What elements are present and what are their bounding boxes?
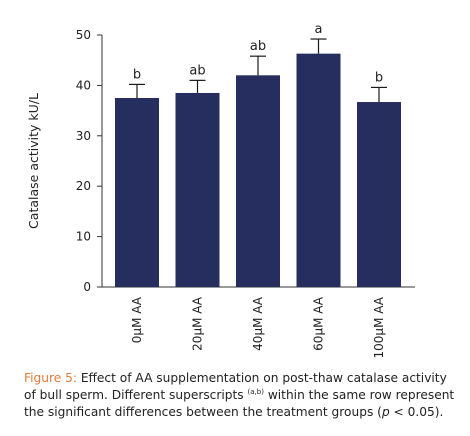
y-tick-label: 20: [76, 179, 91, 193]
category-label: 40μM AA: [251, 296, 265, 351]
category-label: 60μM AA: [312, 296, 326, 351]
bar: [115, 98, 159, 287]
figure-label: Figure 5:: [24, 371, 77, 385]
significance-label: b: [133, 67, 141, 82]
significance-label: a: [315, 22, 323, 37]
bar: [175, 92, 220, 288]
caption-text-part2: within the same row represent the signif…: [24, 388, 455, 419]
y-tick-label: 0: [83, 280, 91, 294]
caption-superscript: (a,b): [247, 387, 264, 396]
significance-label: ab: [250, 39, 266, 54]
category-labels: 0μM AA 20μM AA 40μM AA 60μM AA 100μM AA: [130, 296, 386, 358]
bar: [236, 75, 280, 287]
significance-label: ab: [189, 63, 205, 78]
y-tick-label: 40: [76, 78, 91, 92]
y-axis-title: Catalase activity kU/L: [26, 93, 41, 229]
category-label: 0μM AA: [130, 296, 144, 343]
y-axis: 0 10 20 30 40 50: [76, 28, 103, 294]
category-label: 100μM AA: [372, 296, 386, 358]
bar: [296, 53, 341, 288]
y-tick-label: 10: [76, 230, 91, 244]
category-label: 20μM AA: [191, 296, 205, 351]
y-tick-label: 30: [76, 129, 91, 143]
caption-text-part1: Effect of AA supplementation on post-tha…: [24, 371, 447, 402]
significance-label: b: [375, 70, 383, 85]
y-tick-label: 50: [76, 28, 91, 42]
caption-p-symbol: p: [381, 405, 390, 419]
figure-caption: Figure 5: Effect of AA supplementation o…: [24, 370, 460, 421]
bar: [357, 102, 401, 287]
caption-text-part3: < 0.05).: [389, 405, 444, 419]
